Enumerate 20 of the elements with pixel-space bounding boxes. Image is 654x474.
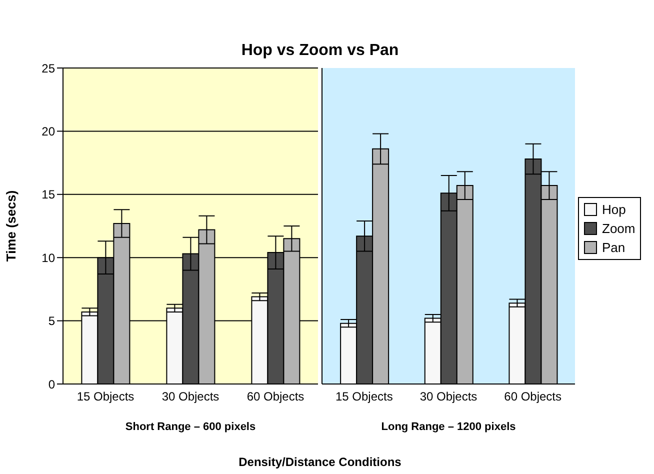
- y-tick-label: 10: [42, 250, 56, 265]
- chart-title: Hop vs Zoom vs Pan: [240, 42, 400, 60]
- legend-label: Zoom: [602, 220, 636, 238]
- x-tick-label: 15 Objects: [335, 390, 393, 404]
- x-axis-title: Short Range – 600 pixels: [125, 421, 256, 433]
- x-tick-label: 30 Objects: [420, 390, 478, 404]
- legend-label: Pan: [602, 239, 626, 257]
- y-tick-label: 5: [48, 314, 56, 328]
- y-tick-label: 0: [48, 377, 56, 392]
- y-axis-title: Time (secs): [4, 190, 19, 262]
- y-tick-label: 25: [42, 61, 56, 76]
- text: Density/Distance Conditions: [238, 455, 402, 469]
- y-tick-label: 15: [42, 188, 56, 202]
- y-tick-label: 20: [42, 124, 56, 138]
- legend-label: Hop: [602, 201, 626, 219]
- x-tick-label: 60 Objects: [504, 390, 562, 404]
- x-tick-label: 60 Objects: [246, 390, 304, 404]
- x-tick-label: 30 Objects: [162, 390, 220, 404]
- x-axis-title: Long Range – 1200 pixels: [381, 421, 516, 433]
- x-tick-label: 15 Objects: [76, 390, 134, 404]
